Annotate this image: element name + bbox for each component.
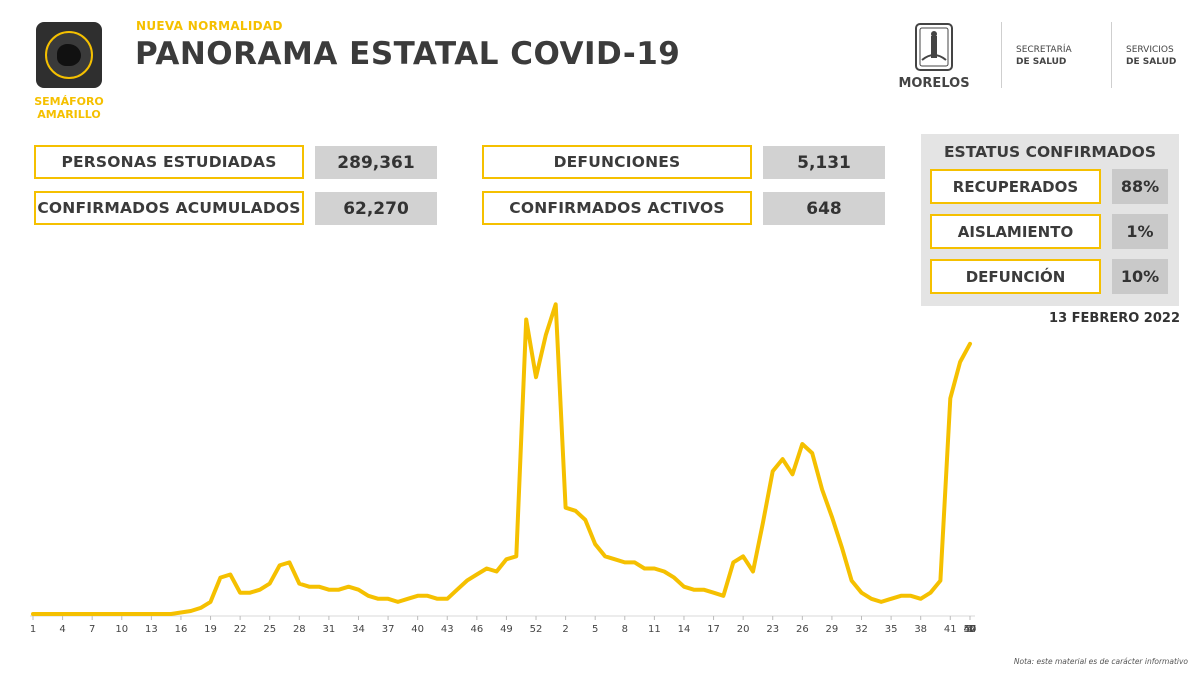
page-subtitle: NUEVA NORMALIDAD [136, 19, 283, 33]
x-tick-label: 41 [944, 624, 957, 635]
activos-value: 648 [763, 192, 885, 225]
estudiadas-value: 289,361 [315, 146, 437, 179]
x-tick-label: 19 [204, 624, 217, 635]
report-date: 13 FEBRERO 2022 [1049, 311, 1180, 326]
status-recuperados-label: RECUPERADOS [930, 169, 1101, 204]
x-tick-label: 29 [826, 624, 839, 635]
status-title: ESTATUS CONFIRMADOS [943, 143, 1157, 161]
confirmados-label: CONFIRMADOS ACUMULADOS [34, 191, 304, 225]
morelos-seal-icon [915, 23, 953, 71]
x-tick-label: 35 [885, 624, 898, 635]
x-tick-label: 1 [967, 624, 973, 635]
x-tick-label: 5 [592, 624, 598, 635]
status-aislamiento-label: AISLAMIENTO [930, 214, 1101, 249]
secretaria-logo-line1: SECRETARÍA [1016, 45, 1072, 55]
servicios-logo-line2: DE SALUD [1126, 57, 1177, 67]
secretaria-logo-line2: DE SALUD [1016, 57, 1067, 67]
status-aislamiento-value: 1% [1112, 214, 1168, 249]
semaforo-label: SEMÁFORO AMARILLO [24, 95, 114, 121]
x-tick-label: 2 [562, 624, 568, 635]
x-tick-label: 40 [411, 624, 424, 635]
status-defuncion-label: DEFUNCIÓN [930, 259, 1101, 294]
defunciones-label: DEFUNCIONES [482, 145, 752, 179]
estudiadas-label: PERSONAS ESTUDIADAS [34, 145, 304, 179]
state-map-icon [45, 31, 93, 79]
servicios-logo-line1: SERVICIOS [1126, 45, 1174, 55]
x-tick-label: 31 [323, 624, 336, 635]
x-tick-label: 38 [914, 624, 927, 635]
x-tick-label: 16 [175, 624, 188, 635]
semaforo-label-line1: SEMÁFORO [34, 95, 104, 108]
x-tick-label: 23 [766, 624, 779, 635]
series-line [31, 302, 972, 616]
confirmados-value: 62,270 [315, 192, 437, 225]
x-tick-label: 11 [648, 624, 661, 635]
x-tick-label: 1 [30, 624, 36, 635]
secretaria-logo: SECRETARÍA DE SALUD [1016, 44, 1072, 68]
x-tick-label: 17 [707, 624, 720, 635]
x-tick-label: 20 [737, 624, 750, 635]
x-tick-label: 44 [964, 624, 977, 635]
logo-divider [1001, 22, 1002, 88]
defunciones-value: 5,131 [763, 146, 885, 179]
semaforo-label-line2: AMARILLO [37, 108, 101, 121]
x-tick-label: 10 [115, 624, 128, 635]
x-tick-label: 46 [470, 624, 483, 635]
x-tick-label: 43 [441, 624, 454, 635]
state-name: MORELOS [898, 76, 970, 91]
x-tick-label: 8 [622, 624, 628, 635]
servicios-logo: SERVICIOS DE SALUD [1126, 44, 1176, 68]
x-tick-label: 4 [967, 624, 973, 635]
x-tick-label: 47 [964, 624, 977, 635]
status-defuncion-value: 10% [1112, 259, 1168, 294]
x-tick-label: 28 [293, 624, 306, 635]
x-tick-label: 22 [234, 624, 247, 635]
x-tick-label: 32 [855, 624, 868, 635]
x-tick-label: 14 [678, 624, 691, 635]
page-title: PANORAMA ESTATAL COVID-19 [135, 36, 681, 72]
x-tick-label: 52 [530, 624, 543, 635]
x-tick-label: 4 [59, 624, 65, 635]
x-tick-label: 26 [796, 624, 809, 635]
x-tick-label: 25 [263, 624, 276, 635]
x-tick-label: 7 [89, 624, 95, 635]
activos-label: CONFIRMADOS ACTIVOS [482, 191, 752, 225]
x-tick-label: 13 [145, 624, 158, 635]
x-tick-label: 37 [382, 624, 395, 635]
x-tick-label: 34 [352, 624, 365, 635]
x-tick-label: 49 [500, 624, 513, 635]
status-recuperados-value: 88% [1112, 169, 1168, 204]
logo-divider [1111, 22, 1112, 88]
footnote: Nota: este material es de carácter infor… [1013, 657, 1188, 666]
x-tick-label: 50 [964, 624, 977, 635]
semaforo-icon [36, 22, 102, 88]
